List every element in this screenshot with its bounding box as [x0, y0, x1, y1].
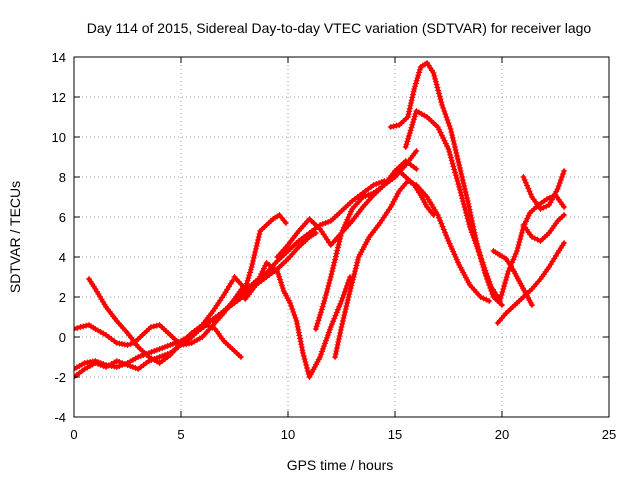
series-markers [242, 260, 354, 380]
series-arc-6 [231, 212, 289, 292]
tick-layer: 0 5 10 15 20 25 -4 -2 0 2 4 6 8 10 12 14 [52, 50, 617, 442]
y-tick-label: 0 [59, 330, 66, 345]
series-arc-18 [520, 212, 568, 244]
series-line [74, 323, 243, 359]
x-tick-label: 25 [602, 427, 616, 442]
grid [74, 57, 609, 417]
x-tick-label: 15 [388, 427, 402, 442]
series-markers [494, 240, 568, 326]
series-markers [231, 212, 289, 292]
series-layer [74, 60, 568, 380]
series-markers [398, 170, 437, 218]
y-axis-label: SDTVAR / TECUs [7, 181, 23, 293]
x-tick-label: 20 [495, 427, 509, 442]
x-tick-label: 0 [70, 427, 77, 442]
series-markers [402, 108, 501, 300]
series-markers [312, 158, 420, 332]
y-tick-label: 8 [59, 170, 66, 185]
y-tick-label: -4 [54, 410, 66, 425]
series-arc-7 [242, 260, 354, 380]
chart-title: Day 114 of 2015, Sidereal Day-to-day VTE… [87, 20, 592, 36]
series-arc-1 [74, 322, 244, 360]
y-tick-label: 6 [59, 210, 66, 225]
series-markers [332, 178, 493, 360]
y-tick-label: 10 [52, 130, 66, 145]
x-tick-label: 5 [177, 427, 184, 442]
series-markers [520, 168, 568, 212]
y-tick-label: 12 [52, 90, 66, 105]
y-tick-label: 4 [59, 250, 66, 265]
plot-frame [73, 56, 610, 418]
y-tick-label: 2 [59, 290, 66, 305]
series-markers [520, 212, 568, 244]
y-tick-label: -2 [54, 370, 66, 385]
series-arc-17 [520, 168, 568, 212]
x-tick-label: 10 [281, 427, 295, 442]
series-arc-13 [398, 170, 437, 218]
x-axis-label: GPS time / hours [287, 457, 394, 473]
y-tick-label: 14 [52, 50, 66, 65]
series-arc-5 [210, 178, 388, 324]
series-arc-12 [402, 108, 501, 300]
series-arc-9 [312, 158, 420, 332]
series-arc-16 [494, 240, 568, 326]
